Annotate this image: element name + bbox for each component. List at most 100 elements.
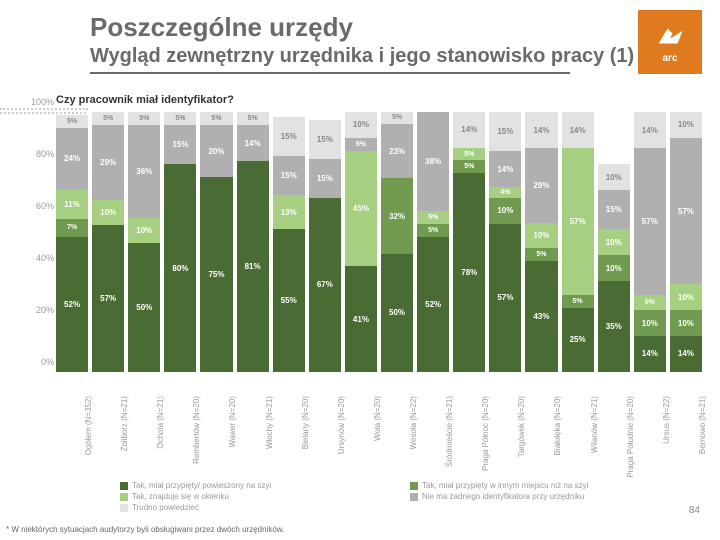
segment-value: 14% (245, 139, 261, 148)
bar-segment: 5% (345, 138, 377, 151)
bar-segment: 5% (453, 160, 485, 173)
segment-value: 50% (136, 303, 152, 312)
segment-value: 57% (642, 217, 658, 226)
segment-value: 29% (533, 181, 549, 190)
segment-value: 13% (281, 208, 297, 217)
bar-segment: 14% (453, 112, 485, 148)
segment-value: 7% (67, 224, 77, 231)
bar-segment: 32% (381, 178, 413, 254)
legend-label: Trudno powiedzieć (132, 503, 199, 512)
bar-segment: 14% (489, 151, 521, 187)
plot-area: 5%24%11%7%52%5%29%10%57%5%36%10%50%5%15%… (56, 112, 702, 372)
segment-value: 20% (208, 147, 224, 156)
bar-segment: 23% (381, 124, 413, 178)
bar-segment: 10% (128, 218, 160, 244)
segment-value: 5% (139, 115, 149, 122)
bar-column: 5% 20% 75% (200, 112, 232, 372)
bar-column: 14%57%6%10%14% (634, 112, 666, 372)
bar-segment: 55% (273, 229, 305, 372)
bar-column: 10%57%10%10%14% (670, 112, 702, 372)
segment-value: 41% (353, 315, 369, 324)
bar-segment: 10% (525, 223, 557, 249)
y-tick: 100% (31, 97, 54, 107)
bar-column: 15%15%67% (309, 112, 341, 372)
segment-value: 5% (428, 227, 438, 234)
segment-value: 10% (606, 173, 622, 182)
segment-value: 32% (389, 212, 405, 221)
bar-segment: 15% (598, 190, 630, 229)
bar-segment: 57% (489, 224, 521, 372)
bar-segment: 10% (598, 164, 630, 190)
bar-segment: 43% (525, 261, 557, 372)
legend-swatch (410, 493, 418, 501)
y-axis: 0%20%40%60%80%100% (16, 112, 54, 372)
bar-segment: 29% (525, 148, 557, 223)
segment-value: 5% (175, 115, 185, 122)
segment-value: 50% (389, 308, 405, 317)
legend-item: Tak, znajduje się w okienku (120, 492, 390, 501)
bar-segment: 41% (345, 266, 377, 372)
bar-segment: 35% (598, 281, 630, 372)
segment-value: 5% (103, 115, 113, 122)
bar-segment: 14% (237, 125, 269, 161)
bar-segment: 52% (417, 237, 449, 372)
segment-value: 29% (100, 158, 116, 167)
legend-swatch (120, 482, 128, 490)
page-subtitle: Wygląd zewnętrzny urzędnika i jego stano… (90, 45, 690, 68)
segment-value: 43% (533, 312, 549, 321)
legend-item: Tak, miał przypięty/ powieszony na szyi (120, 481, 390, 490)
bar-segment: 57% (670, 138, 702, 285)
legend-label: Nie ma żadnego identyfikatora przy urzęd… (422, 492, 584, 501)
segment-value: 57% (570, 217, 586, 226)
bar-segment: 5% (562, 295, 594, 308)
bar-segment: 81% (237, 161, 269, 372)
bar-segment: 11% (56, 190, 88, 219)
bar-segment: 10% (489, 198, 521, 224)
segment-value: 10% (497, 206, 513, 215)
arc-logo: arc (638, 10, 702, 74)
segment-value: 57% (678, 207, 694, 216)
bar-segment: 57% (562, 148, 594, 295)
segment-value: 55% (281, 296, 297, 305)
segment-value: 5% (211, 115, 221, 122)
segment-value: 5% (428, 214, 438, 221)
bar-segment: 38% (417, 112, 449, 211)
bar-segment: 5% (200, 112, 232, 125)
segment-value: 38% (425, 157, 441, 166)
bar-segment: 75% (200, 177, 232, 372)
header: Poszczególne urzędy Wygląd zewnętrzny ur… (0, 0, 720, 82)
segment-value: 75% (208, 270, 224, 279)
legend-item: Trudno powiedzieć (120, 503, 390, 512)
segment-value: 14% (533, 126, 549, 135)
segment-value: 10% (606, 238, 622, 247)
bar-segment: 78% (453, 173, 485, 372)
bar-segment: 10% (598, 255, 630, 281)
bar-column: 14%57%5%25% (562, 112, 594, 372)
bar-segment: 15% (489, 112, 521, 151)
segment-value: 10% (100, 208, 116, 217)
segment-value: 10% (642, 319, 658, 328)
legend-label: Tak, miał przypięty w innym miejscu niż … (422, 481, 588, 490)
bar-column: 14%29%10%5%43% (525, 112, 557, 372)
legend-label: Tak, znajduje się w okienku (132, 492, 229, 501)
bar-segment: 15% (309, 120, 341, 159)
segment-value: 10% (533, 231, 549, 240)
segment-value: 57% (497, 293, 513, 302)
y-tick: 20% (36, 305, 54, 315)
bar-segment: 14% (562, 112, 594, 148)
segment-value: 10% (678, 120, 694, 129)
y-tick: 40% (36, 253, 54, 263)
segment-value: 5% (464, 151, 474, 158)
segment-value: 14% (497, 165, 513, 174)
bar-segment: 14% (634, 336, 666, 372)
bar-segment: 5% (417, 211, 449, 224)
bar-column: 38% 5% 5% 52% (417, 112, 449, 372)
segment-value: 15% (317, 135, 333, 144)
bar-segment: 5% (381, 112, 413, 124)
segment-value: 15% (497, 127, 513, 136)
bar-column: 5%23% 32% 50% (381, 112, 413, 372)
bar-segment: 10% (670, 112, 702, 138)
segment-value: 10% (136, 226, 152, 235)
bar-segment: 10% (634, 310, 666, 336)
segment-value: 14% (461, 125, 477, 134)
